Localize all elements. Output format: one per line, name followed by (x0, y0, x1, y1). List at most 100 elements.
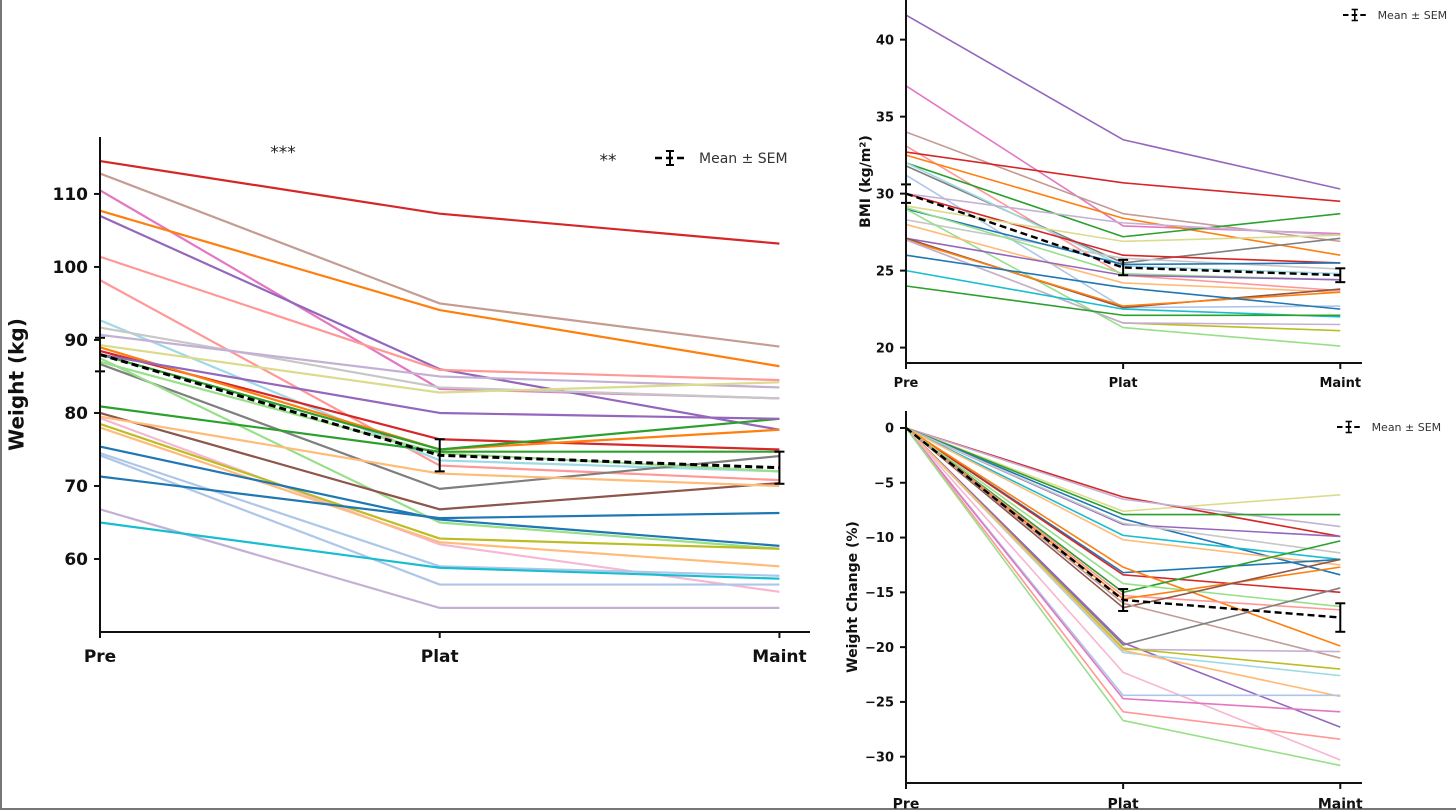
legend: Mean ± SEM (1337, 420, 1442, 434)
y-tick-label: 25 (876, 264, 894, 279)
subject-line (905, 223, 1341, 293)
subject-line (99, 411, 780, 511)
y-tick-label: 0 (885, 422, 894, 437)
subject-line (905, 14, 1341, 190)
subject-line (905, 192, 1341, 236)
x-tick-label: Plat (421, 647, 459, 667)
y-tick-label: 90 (64, 331, 88, 351)
significance-annotation: *** (270, 143, 296, 163)
error-bar (1335, 602, 1346, 633)
subject-line (99, 475, 780, 520)
error-bar (1118, 588, 1129, 612)
y-tick-label: 20 (876, 341, 894, 356)
y-tick-label: −5 (874, 476, 894, 491)
subject-line (99, 333, 780, 389)
y-tick-label: 100 (53, 258, 89, 278)
y-tick-label: 40 (876, 33, 894, 48)
y-tick-label: 30 (876, 187, 894, 202)
subject-line (905, 162, 1341, 238)
subject-line (905, 427, 1341, 767)
x-tick-label: Pre (893, 797, 920, 811)
weight-change-chart: 0 −5 −10 −15 −20 −25 −30 Pre Plat Maint Weight Cha… (845, 411, 1441, 811)
subject-line (905, 427, 1341, 516)
weight-chart: 60 70 80 90 100 110 Pre Plat Maint Weight (kg) Mea… (5, 137, 810, 667)
mean-line (905, 192, 1341, 277)
y-tick-label: 70 (64, 477, 88, 497)
subject-line (905, 131, 1341, 243)
subject-line (905, 285, 1341, 317)
subject-line (99, 326, 780, 400)
y-axis-label: Weight Change (%) (845, 521, 861, 673)
subject-line (99, 454, 780, 586)
significance-annotation: ** (600, 151, 617, 171)
x-tick-label: Plat (1109, 376, 1138, 391)
error-bar (434, 438, 445, 473)
subject-line (905, 427, 1341, 561)
legend: Mean ± SEM (1343, 8, 1448, 22)
subject-line (905, 427, 1341, 698)
subject-line (905, 154, 1341, 257)
subject-line (99, 357, 780, 550)
subject-line (905, 205, 1341, 243)
subject-line (99, 172, 780, 348)
x-tick-label: Pre (894, 376, 919, 391)
subject-line (99, 209, 780, 368)
error-bar (1335, 267, 1346, 284)
subject-line (99, 508, 780, 610)
y-axis-label: Weight (kg) (5, 318, 29, 451)
subject-line (905, 427, 1341, 697)
subject-line (905, 151, 1341, 203)
legend-label: Mean ± SEM (699, 151, 788, 167)
x-tick-label: Plat (1108, 797, 1140, 811)
subject-line (99, 255, 780, 382)
x-tick-label: Maint (752, 647, 806, 667)
legend-label: Mean ± SEM (1372, 421, 1442, 434)
subject-line (905, 192, 1341, 264)
subject-line (905, 427, 1341, 670)
subject-line (905, 427, 1341, 554)
y-tick-label: −30 (865, 750, 894, 765)
subject-line (905, 239, 1341, 307)
subject-line (99, 363, 780, 491)
y-axis-label: BMI (kg/m²) (858, 135, 874, 228)
legend-label: Mean ± SEM (1378, 9, 1448, 22)
y-tick-label: −20 (865, 641, 894, 656)
bmi-chart: 20 25 30 35 40 Pre Plat Maint BMI (kg/m²) Mean ± … (858, 0, 1447, 391)
subject-line (99, 415, 780, 488)
y-tick-label: −25 (865, 696, 894, 711)
subject-line (905, 269, 1341, 318)
y-tick-label: 110 (53, 185, 89, 205)
subject-line (905, 427, 1341, 566)
subject-line (905, 427, 1341, 513)
subject-line (905, 427, 1341, 728)
subject-line (99, 214, 780, 431)
x-tick-label: Pre (84, 647, 116, 667)
subject-line (905, 427, 1341, 713)
x-tick-label: Maint (1319, 376, 1361, 391)
error-bar (1118, 258, 1129, 277)
y-tick-label: 80 (64, 404, 88, 424)
subject-line (905, 427, 1341, 740)
error-bar (774, 450, 785, 485)
subject-line (99, 445, 780, 547)
subject-line (99, 160, 780, 245)
subject-line (99, 521, 780, 580)
subject-line (905, 239, 1341, 326)
legend: Mean ± SEM (655, 150, 788, 167)
subject-line (905, 254, 1341, 310)
subject-line (99, 353, 780, 420)
subject-line (905, 219, 1341, 270)
subject-line (99, 343, 780, 394)
x-tick-label: Maint (1318, 797, 1363, 811)
subject-line (905, 208, 1341, 347)
subject-line (99, 422, 780, 550)
subject-line (905, 427, 1341, 659)
subject-line (905, 427, 1341, 594)
y-tick-label: −10 (865, 531, 894, 546)
y-tick-label: −15 (865, 586, 894, 601)
subject-line (905, 427, 1341, 647)
y-tick-label: 60 (64, 550, 88, 570)
subject-line (99, 189, 780, 400)
